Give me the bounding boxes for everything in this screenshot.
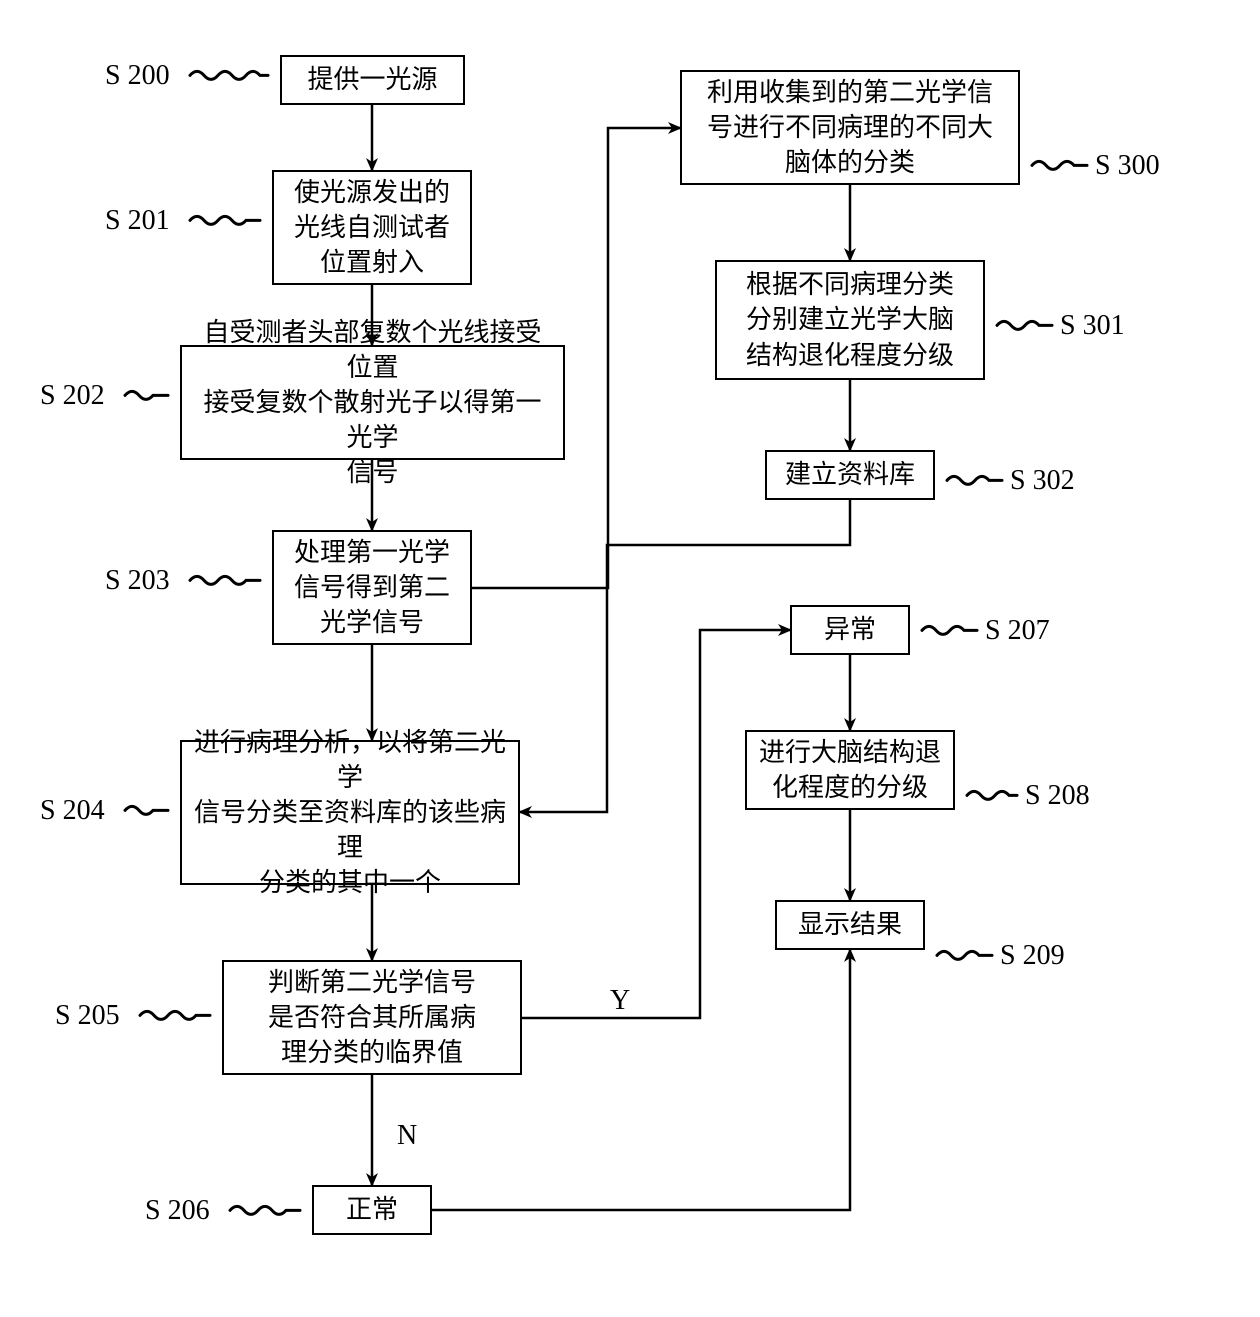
flowchart-canvas: 提供一光源使光源发出的光线自测试者位置射入自受测者头部复数个光线接受位置接受复数… — [0, 0, 1260, 1317]
step-label-text-l300: S 300 — [1095, 150, 1160, 181]
edge-label-Y: Y — [610, 985, 630, 1017]
node-text-n200: 提供一光源 — [307, 62, 437, 97]
node-text-n207: 异常 — [824, 612, 876, 647]
squiggle-l302 — [947, 476, 1002, 484]
node-text-n205: 判断第二光学信号是否符合其所属病理分类的临界值 — [268, 965, 476, 1070]
squiggle-l301 — [997, 321, 1052, 329]
node-text-n206: 正常 — [346, 1192, 398, 1227]
step-label-l207: S 207 — [985, 615, 1050, 647]
squiggle-l201 — [190, 216, 260, 224]
node-text-n209: 显示结果 — [798, 907, 902, 942]
node-n200: 提供一光源 — [280, 55, 465, 105]
step-label-text-l205: S 205 — [55, 1000, 120, 1031]
step-label-l302: S 302 — [1010, 465, 1075, 497]
squiggle-l206 — [230, 1206, 300, 1214]
squiggle-l203 — [190, 576, 260, 584]
node-text-n208: 进行大脑结构退化程度的分级 — [759, 735, 941, 805]
edge-label-text-Y: Y — [610, 985, 630, 1016]
squiggle-l200 — [190, 71, 268, 79]
step-label-text-l209: S 209 — [1000, 940, 1065, 971]
node-n205: 判断第二光学信号是否符合其所属病理分类的临界值 — [222, 960, 522, 1075]
squiggle-l202 — [125, 391, 168, 399]
step-label-l208: S 208 — [1025, 780, 1090, 812]
connections-layer — [0, 0, 1260, 1317]
node-n301: 根据不同病理分类分别建立光学大脑结构退化程度分级 — [715, 260, 985, 380]
node-text-n300: 利用收集到的第二光学信号进行不同病理的不同大脑体的分类 — [707, 75, 993, 180]
node-n203: 处理第一光学信号得到第二光学信号 — [272, 530, 472, 645]
step-label-l203: S 203 — [105, 565, 170, 597]
step-label-text-l208: S 208 — [1025, 780, 1090, 811]
step-label-l301: S 301 — [1060, 310, 1125, 342]
node-n202: 自受测者头部复数个光线接受位置接受复数个散射光子以得第一光学信号 — [180, 345, 565, 460]
node-text-n202: 自受测者头部复数个光线接受位置接受复数个散射光子以得第一光学信号 — [192, 315, 553, 490]
step-label-l205: S 205 — [55, 1000, 120, 1032]
step-label-l209: S 209 — [1000, 940, 1065, 972]
squiggle-l209 — [937, 951, 992, 959]
node-n204: 进行病理分析，以将第二光学信号分类至资料库的该些病理分类的其中一个 — [180, 740, 520, 885]
node-n208: 进行大脑结构退化程度的分级 — [745, 730, 955, 810]
step-label-l202: S 202 — [40, 380, 105, 412]
step-label-text-l200: S 200 — [105, 60, 170, 91]
step-label-text-l302: S 302 — [1010, 465, 1075, 496]
edge-label-N: N — [397, 1120, 417, 1152]
step-label-text-l201: S 201 — [105, 205, 170, 236]
node-text-n204: 进行病理分析，以将第二光学信号分类至资料库的该些病理分类的其中一个 — [192, 725, 508, 900]
step-label-l206: S 206 — [145, 1195, 210, 1227]
node-n300: 利用收集到的第二光学信号进行不同病理的不同大脑体的分类 — [680, 70, 1020, 185]
step-label-text-l203: S 203 — [105, 565, 170, 596]
squiggle-l208 — [967, 791, 1017, 799]
step-label-text-l202: S 202 — [40, 380, 105, 411]
step-label-text-l204: S 204 — [40, 795, 105, 826]
squiggle-l205 — [140, 1011, 210, 1019]
node-text-n201: 使光源发出的光线自测试者位置射入 — [294, 175, 450, 280]
squiggle-l207 — [922, 626, 977, 634]
node-text-n302: 建立资料库 — [785, 457, 915, 492]
node-n207: 异常 — [790, 605, 910, 655]
node-n302: 建立资料库 — [765, 450, 935, 500]
step-label-text-l301: S 301 — [1060, 310, 1125, 341]
step-label-l200: S 200 — [105, 60, 170, 92]
node-n201: 使光源发出的光线自测试者位置射入 — [272, 170, 472, 285]
step-label-l201: S 201 — [105, 205, 170, 237]
node-text-n301: 根据不同病理分类分别建立光学大脑结构退化程度分级 — [746, 267, 954, 372]
step-label-l204: S 204 — [40, 795, 105, 827]
squiggle-l204 — [125, 806, 168, 814]
edge-n205-to-n207 — [522, 630, 790, 1018]
node-text-n203: 处理第一光学信号得到第二光学信号 — [294, 535, 450, 640]
edge-label-text-N: N — [397, 1120, 417, 1151]
step-label-l300: S 300 — [1095, 150, 1160, 182]
step-label-text-l206: S 206 — [145, 1195, 210, 1226]
node-n206: 正常 — [312, 1185, 432, 1235]
squiggle-l300 — [1032, 161, 1087, 169]
node-n209: 显示结果 — [775, 900, 925, 950]
step-label-text-l207: S 207 — [985, 615, 1050, 646]
